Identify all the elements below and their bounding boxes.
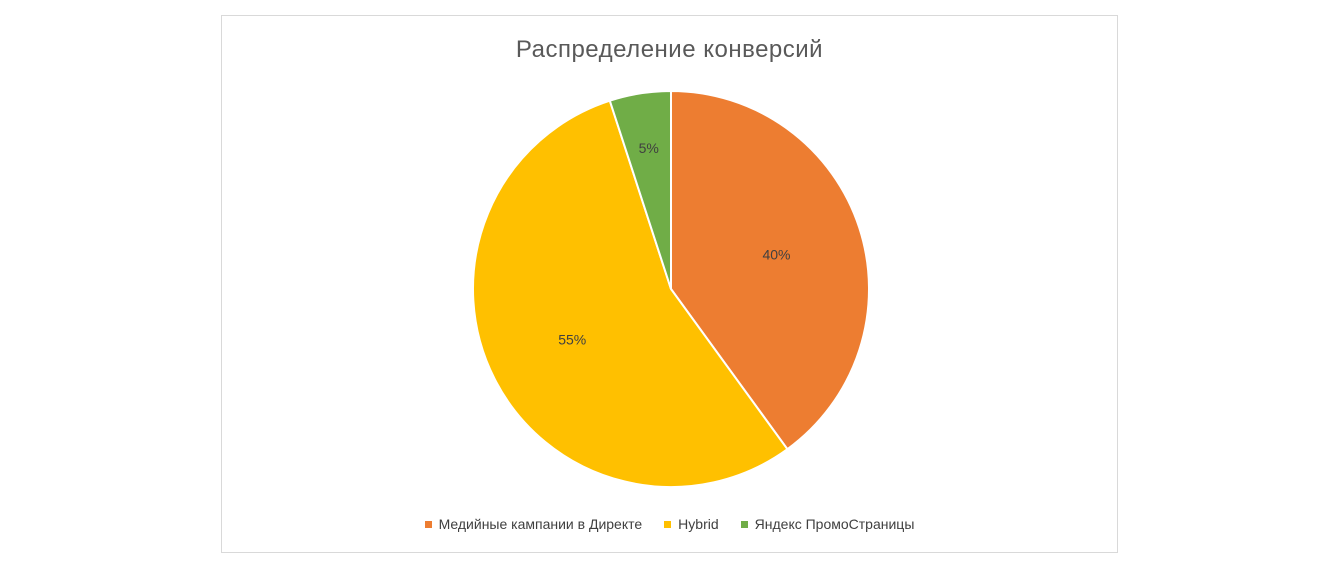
- legend: Медийные кампании в Директе Hybrid Яндек…: [222, 516, 1117, 532]
- data-label-promo-pages: 5%: [639, 140, 659, 156]
- legend-label-promo-pages: Яндекс ПромоСтраницы: [754, 516, 915, 532]
- chart-area: Распределение конверсий 40% 55% 5% Медийны…: [221, 15, 1118, 553]
- data-label-hybrid: 55%: [558, 331, 586, 347]
- pie-slice-promo-pages: [608, 89, 672, 290]
- legend-swatch-promo-pages: [740, 520, 748, 528]
- legend-item-direct-media: Медийные кампании в Директе: [424, 516, 643, 532]
- legend-label-direct-media: Медийные кампании в Директе: [438, 516, 643, 532]
- legend-item-promo-pages: Яндекс ПромоСтраницы: [740, 516, 915, 532]
- pie-slice-hybrid: [472, 99, 789, 488]
- pie-slices: [472, 89, 870, 488]
- pie-chart: 40% 55% 5%: [472, 89, 870, 488]
- pie-data-labels: 40% 55% 5%: [558, 140, 790, 347]
- data-label-direct-media: 40%: [762, 247, 790, 263]
- pie-slice-direct-media: [670, 89, 870, 451]
- legend-label-hybrid: Hybrid: [678, 516, 719, 532]
- legend-swatch-direct-media: [424, 520, 432, 528]
- chart-title: Распределение конверсий: [515, 36, 824, 63]
- legend-item-hybrid: Hybrid: [664, 516, 719, 532]
- legend-swatch-hybrid: [664, 520, 672, 528]
